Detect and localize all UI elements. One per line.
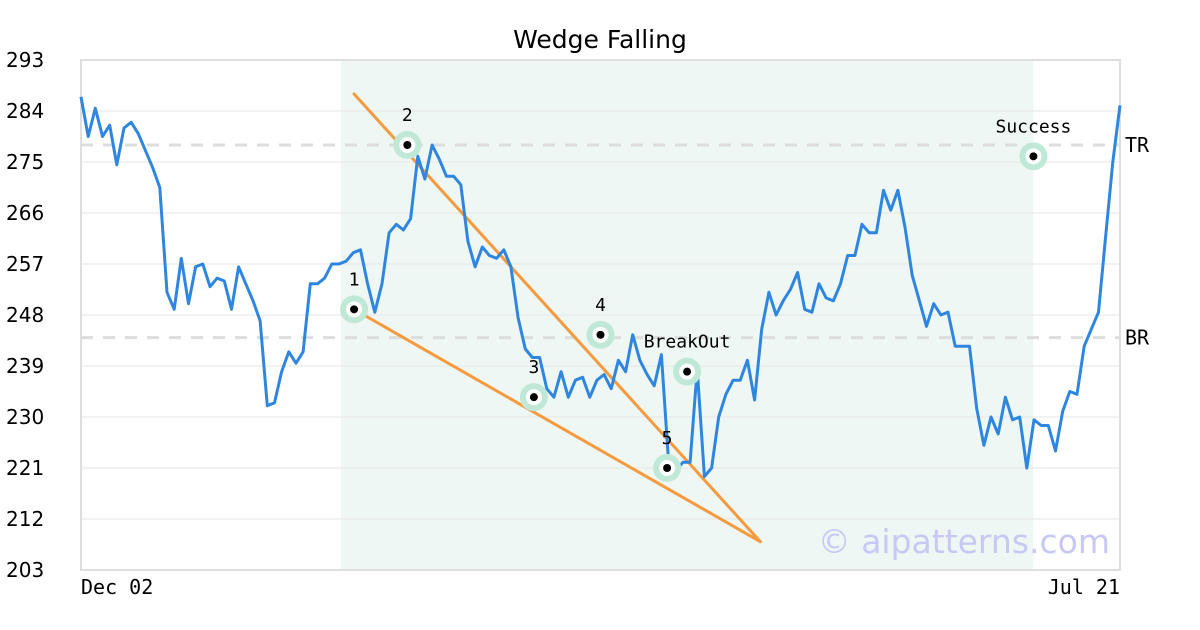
y-tick-label: 257	[6, 252, 44, 276]
marker-dot	[596, 330, 605, 339]
marker-label: 4	[595, 295, 606, 316]
y-tick-label: 248	[6, 303, 44, 327]
y-tick-label: 275	[6, 150, 44, 174]
marker-label: 2	[402, 105, 413, 126]
y-tick-label: 221	[6, 456, 44, 480]
marker-dot	[683, 367, 692, 376]
x-tick-label: Jul 21	[1048, 575, 1120, 599]
marker-dot	[529, 393, 538, 402]
y-tick-label: 284	[6, 99, 44, 123]
watermark: © aipatterns.com	[818, 522, 1110, 561]
x-tick-label: Dec 02	[81, 575, 153, 599]
marker-label: Success	[995, 116, 1071, 137]
y-tick-label: 212	[6, 507, 44, 531]
y-tick-label: 239	[6, 354, 44, 378]
marker-label: 3	[528, 357, 539, 378]
y-tick-label: 293	[6, 48, 44, 72]
price-series-line	[79, 96, 1122, 478]
marker-dot	[663, 464, 672, 472]
plot-frame	[80, 59, 1121, 571]
y-tick-label: 203	[6, 558, 44, 582]
reference-levels: TR BR	[81, 133, 1150, 350]
marker-label: 1	[349, 269, 360, 290]
marker-dot	[350, 305, 359, 314]
marker-dot	[1029, 152, 1038, 161]
chart-title: Wedge Falling	[513, 25, 687, 54]
y-tick-label: 266	[6, 201, 44, 225]
pattern-markers: 1 2 3 4 5 BreakOut Success	[340, 105, 1071, 482]
y-axis-ticks: 203 212 221 230 239 248 257 266 275 284 293	[6, 48, 44, 582]
x-axis-ticks: Dec 02 Jul 21	[81, 575, 1120, 599]
y-tick-label: 230	[6, 405, 44, 429]
wedge-trendline	[352, 307, 762, 544]
marker-label: BreakOut	[644, 332, 731, 353]
marker-dot	[403, 141, 412, 149]
reference-level-label: TR	[1125, 133, 1150, 157]
reference-level-label: BR	[1125, 326, 1150, 350]
marker-label: 5	[662, 428, 673, 449]
